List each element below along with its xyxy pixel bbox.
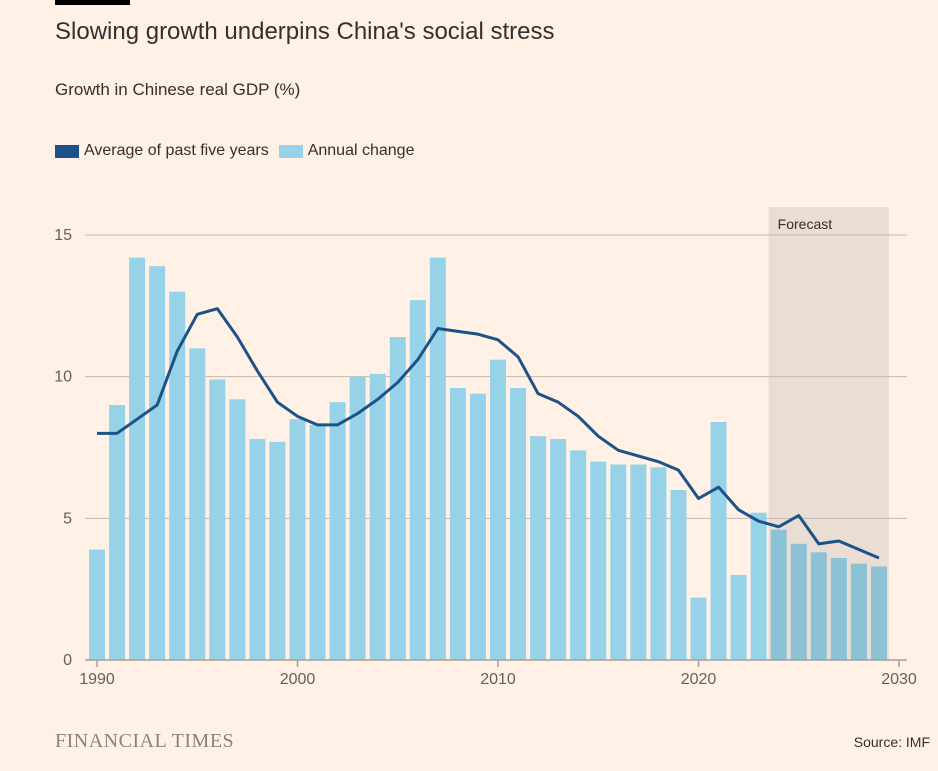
bar-2007 bbox=[429, 257, 446, 660]
average-line bbox=[97, 307, 880, 560]
bar-1994 bbox=[169, 291, 186, 660]
chart-title: Slowing growth underpins China's social … bbox=[55, 18, 555, 45]
legend: Average of past five years Annual change bbox=[55, 142, 424, 160]
bar-2021 bbox=[710, 422, 727, 660]
y-tick-label: 0 bbox=[63, 652, 72, 669]
bar-2004 bbox=[369, 373, 386, 660]
bar-2006 bbox=[409, 300, 426, 660]
brand-bar bbox=[55, 0, 130, 5]
bar-2020 bbox=[690, 597, 707, 660]
bar-2005 bbox=[389, 337, 406, 660]
bar-1996 bbox=[209, 379, 226, 660]
bar-2022 bbox=[730, 575, 747, 660]
bar-2010 bbox=[490, 359, 506, 660]
bar-2009 bbox=[469, 393, 486, 660]
ft-logo: FINANCIAL TIMES bbox=[55, 730, 235, 752]
x-tick-label: 2000 bbox=[280, 671, 316, 688]
forecast-band bbox=[768, 207, 889, 660]
x-tick-label: 2020 bbox=[681, 671, 717, 688]
bar-2019 bbox=[670, 490, 687, 660]
bar-1992 bbox=[129, 257, 146, 660]
bar-2017 bbox=[630, 464, 647, 660]
bar-2015 bbox=[590, 461, 607, 660]
legend-label-average: Average of past five years bbox=[84, 142, 269, 159]
forecast-label: Forecast bbox=[778, 216, 833, 232]
x-tick-label: 2010 bbox=[480, 671, 516, 688]
bar-2026 bbox=[810, 552, 827, 660]
bar-2000 bbox=[289, 419, 306, 660]
legend-label-annual: Annual change bbox=[307, 142, 415, 159]
bar-2029 bbox=[870, 566, 887, 660]
bar-2011 bbox=[510, 388, 527, 660]
y-tick-label: 10 bbox=[54, 369, 72, 386]
bar-2028 bbox=[850, 563, 867, 660]
bar-1991 bbox=[109, 405, 126, 660]
bar-2024 bbox=[770, 529, 787, 660]
source-note: Source: IMF bbox=[853, 734, 930, 750]
bar-2001 bbox=[309, 424, 326, 660]
bar-1997 bbox=[229, 399, 246, 660]
bar-1998 bbox=[249, 439, 266, 660]
bar-2016 bbox=[610, 464, 627, 660]
y-tick-label: 15 bbox=[54, 227, 72, 244]
bar-2013 bbox=[550, 439, 567, 660]
y-tick-label: 5 bbox=[63, 510, 72, 527]
bar-2002 bbox=[329, 402, 346, 660]
bar-2018 bbox=[650, 467, 667, 660]
bar-2027 bbox=[830, 558, 847, 660]
bar-1993 bbox=[149, 266, 166, 660]
x-tick-label: 1990 bbox=[79, 671, 115, 688]
x-tick-label: 2030 bbox=[881, 671, 917, 688]
chart-subtitle: Growth in Chinese real GDP (%) bbox=[55, 80, 301, 99]
bar-2025 bbox=[790, 543, 807, 660]
bar-2003 bbox=[349, 376, 366, 660]
legend-swatch-average bbox=[55, 144, 79, 158]
legend-swatch-annual bbox=[278, 144, 303, 158]
bar-1999 bbox=[269, 441, 286, 660]
bar-2008 bbox=[449, 388, 466, 660]
bar-2014 bbox=[570, 450, 587, 660]
bar-1990 bbox=[89, 549, 105, 660]
bar-2012 bbox=[530, 436, 547, 660]
bar-2023 bbox=[750, 512, 767, 660]
bar-1995 bbox=[189, 348, 206, 660]
